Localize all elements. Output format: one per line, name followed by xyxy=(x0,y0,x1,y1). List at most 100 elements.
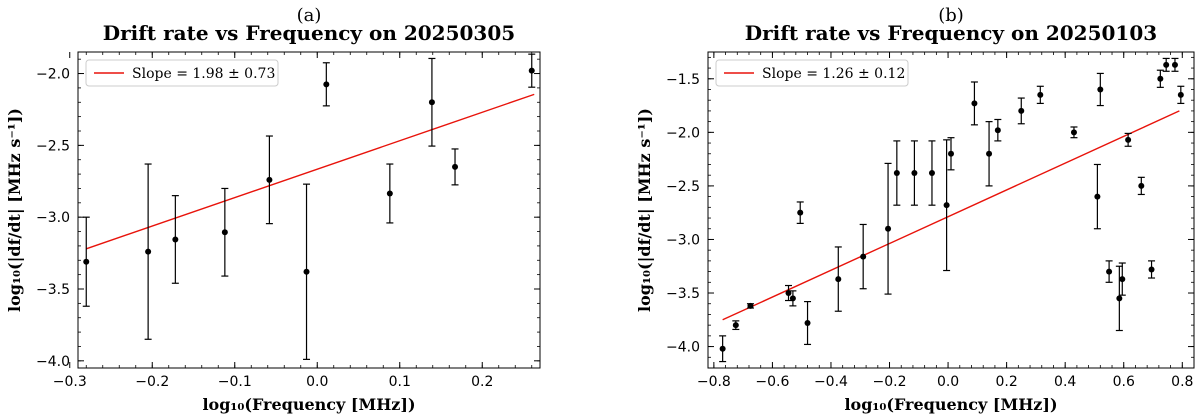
legend-label: Slope = 1.98 ± 0.73 xyxy=(132,66,275,82)
x-tick-label: −0.1 xyxy=(218,374,252,390)
data-point xyxy=(1070,126,1078,139)
data-point xyxy=(1036,85,1044,105)
data-point xyxy=(1162,57,1170,72)
data-point xyxy=(796,201,804,224)
point-marker xyxy=(911,170,918,177)
point-marker xyxy=(1018,107,1025,114)
y-tick-label: −3.5 xyxy=(36,282,70,298)
point-marker xyxy=(1163,61,1170,68)
y-axis-label: log₁₀(|df/dt| [MHz s⁻¹]) xyxy=(635,108,654,312)
x-tick-label: 0.0 xyxy=(306,374,328,390)
data-point xyxy=(1105,260,1113,283)
point-marker xyxy=(943,202,950,209)
panel-label: (a) xyxy=(297,5,322,26)
point-marker xyxy=(948,150,954,157)
data-point xyxy=(144,163,152,340)
data-point xyxy=(893,140,901,206)
point-marker xyxy=(835,276,842,283)
plot-frame xyxy=(707,51,1195,369)
chart-title: Drift rate vs Frequency on 20250305 xyxy=(103,21,515,45)
point-marker xyxy=(323,81,330,88)
point-marker xyxy=(266,176,273,183)
x-tick-label: 0.0 xyxy=(937,374,959,390)
point-marker xyxy=(1037,91,1044,98)
data-point xyxy=(1096,72,1104,107)
data-point xyxy=(265,135,273,225)
x-tick-label: −0.6 xyxy=(755,374,789,390)
point-marker xyxy=(1157,75,1164,82)
x-axis-label: log₁₀(Frequency [MHz]) xyxy=(844,395,1057,414)
data-point xyxy=(386,163,394,224)
y-tick-label: −3.0 xyxy=(666,232,700,248)
y-tick-label: −2.5 xyxy=(666,179,700,195)
x-tick-label: −0.2 xyxy=(135,374,169,390)
legend-label: Slope = 1.26 ± 0.12 xyxy=(762,66,905,82)
legend: Slope = 1.98 ± 0.73 xyxy=(85,59,279,87)
x-tick-label: 0.2 xyxy=(995,374,1017,390)
point-marker xyxy=(747,302,754,309)
legend-box xyxy=(85,59,279,87)
legend-box xyxy=(715,59,909,87)
x-tick-label: 0.4 xyxy=(1054,374,1076,390)
chart-panel-1: (b)Drift rate vs Frequency on 20250103 −0… xyxy=(635,5,1195,414)
data-point xyxy=(82,216,90,307)
point-marker xyxy=(785,290,792,297)
data-point xyxy=(910,140,918,206)
y-tick-label: −2.0 xyxy=(36,67,70,83)
x-tick-label: 0.2 xyxy=(471,374,493,390)
point-marker xyxy=(986,150,993,157)
data-point xyxy=(719,335,727,363)
data-point xyxy=(1093,163,1101,230)
data-point xyxy=(1115,265,1123,332)
point-marker xyxy=(971,100,978,107)
fit-line xyxy=(722,110,1180,321)
data-point xyxy=(1148,260,1156,279)
data-point xyxy=(884,162,892,295)
data-point xyxy=(943,139,951,272)
point-marker xyxy=(719,345,726,352)
data-point xyxy=(1118,262,1126,296)
point-marker xyxy=(860,253,867,260)
y-tick-label: −3.0 xyxy=(36,210,70,226)
y-axis-label: log₁₀(|df/dt| [MHz s⁻¹]) xyxy=(5,108,24,312)
point-marker xyxy=(732,322,739,329)
point-marker xyxy=(893,170,900,177)
x-tick-label: −0.3 xyxy=(53,374,87,390)
data-point xyxy=(789,290,797,307)
x-tick-label: 0.6 xyxy=(1113,374,1135,390)
point-marker xyxy=(1171,61,1178,68)
point-marker xyxy=(1116,295,1123,302)
data-point xyxy=(834,246,842,312)
point-marker xyxy=(83,258,90,265)
data-point xyxy=(1177,85,1185,105)
x-tick-label: 0.8 xyxy=(1171,374,1193,390)
point-marker xyxy=(386,190,393,197)
point-marker xyxy=(885,225,892,232)
data-point xyxy=(928,140,936,206)
data-point xyxy=(947,137,955,171)
y-tick-label: −4.0 xyxy=(36,354,70,370)
x-tick-label: −0.2 xyxy=(873,374,907,390)
point-marker xyxy=(1097,86,1104,93)
point-marker xyxy=(221,229,228,236)
data-point xyxy=(1017,97,1025,125)
data-point xyxy=(804,300,812,346)
x-tick-label: −0.4 xyxy=(814,374,848,390)
data-point xyxy=(970,81,978,126)
point-marker xyxy=(1070,129,1077,136)
point-marker xyxy=(428,99,435,106)
data-point xyxy=(746,302,754,309)
point-marker xyxy=(528,67,535,74)
x-tick-label: −0.8 xyxy=(697,374,731,390)
point-marker xyxy=(1106,268,1113,275)
point-marker xyxy=(928,170,935,177)
point-marker xyxy=(452,163,459,170)
point-marker xyxy=(804,320,811,327)
point-marker xyxy=(1148,266,1155,273)
y-tick-label: −4.0 xyxy=(666,340,700,356)
data-point xyxy=(451,148,459,186)
data-point xyxy=(1137,176,1145,196)
x-tick-label: 0.1 xyxy=(389,374,411,390)
y-tick-label: −2.5 xyxy=(36,138,70,154)
